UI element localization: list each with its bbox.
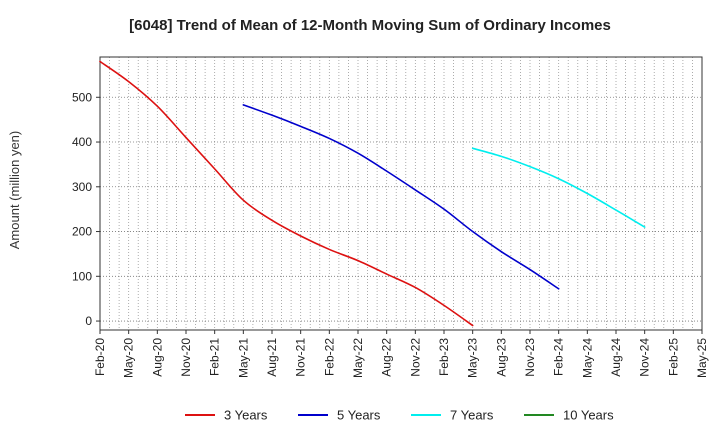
y-tick-label: 400: [72, 135, 92, 149]
x-tick-label: Nov-23: [523, 338, 537, 377]
x-tick-label: Aug-24: [609, 338, 623, 377]
x-tick-label: Feb-22: [322, 338, 336, 376]
x-tick-label: May-20: [122, 338, 136, 378]
y-tick-label: 0: [85, 314, 92, 328]
series-line-5-years: [242, 104, 560, 290]
y-tick-label: 100: [72, 269, 92, 283]
x-tick-label: Feb-21: [208, 338, 222, 376]
y-tick-label: 500: [72, 90, 92, 104]
x-tick-label: Aug-22: [380, 338, 394, 377]
x-tick-label: Aug-23: [494, 338, 508, 377]
y-tick-label: 300: [72, 180, 92, 194]
y-axis-label: Amount (million yen): [7, 131, 22, 250]
y-axis-ticks: 0 100 200 300 400 500: [72, 90, 100, 328]
series-line-3-years: [99, 60, 474, 327]
x-tick-label: Nov-22: [408, 338, 422, 377]
chart-title: [6048] Trend of Mean of 12-Month Moving …: [129, 17, 611, 34]
x-tick-label: Aug-20: [150, 338, 164, 377]
x-tick-label: May-23: [466, 338, 480, 378]
plot-area: [99, 56, 703, 331]
series-lines: [99, 60, 646, 327]
x-tick-label: May-25: [695, 338, 709, 378]
legend-label: 5 Years: [337, 408, 381, 423]
x-tick-label: Aug-21: [265, 338, 279, 377]
x-tick-label: Feb-20: [93, 338, 107, 376]
x-tick-label: Feb-25: [666, 338, 680, 376]
legend: 3 Years 5 Years 7 Years 10 Years: [185, 408, 614, 423]
series-line-7-years: [471, 147, 646, 228]
x-tick-label: Nov-20: [179, 338, 193, 377]
x-tick-label: Nov-21: [294, 338, 308, 377]
legend-label: 10 Years: [563, 408, 614, 423]
y-tick-label: 200: [72, 225, 92, 239]
legend-label: 3 Years: [224, 408, 268, 423]
x-tick-label: May-21: [236, 338, 250, 378]
x-tick-label: May-24: [580, 338, 594, 378]
x-tick-label: May-22: [351, 338, 365, 378]
x-tick-label: Feb-23: [437, 338, 451, 376]
legend-label: 7 Years: [450, 408, 494, 423]
x-tick-label: Feb-24: [552, 338, 566, 376]
x-axis-ticks: Feb-20 May-20 Aug-20 Nov-20 Feb-21 May-21 Aug-…: [93, 330, 709, 378]
x-tick-label: Nov-24: [638, 338, 652, 377]
grid-lines: [99, 57, 703, 330]
